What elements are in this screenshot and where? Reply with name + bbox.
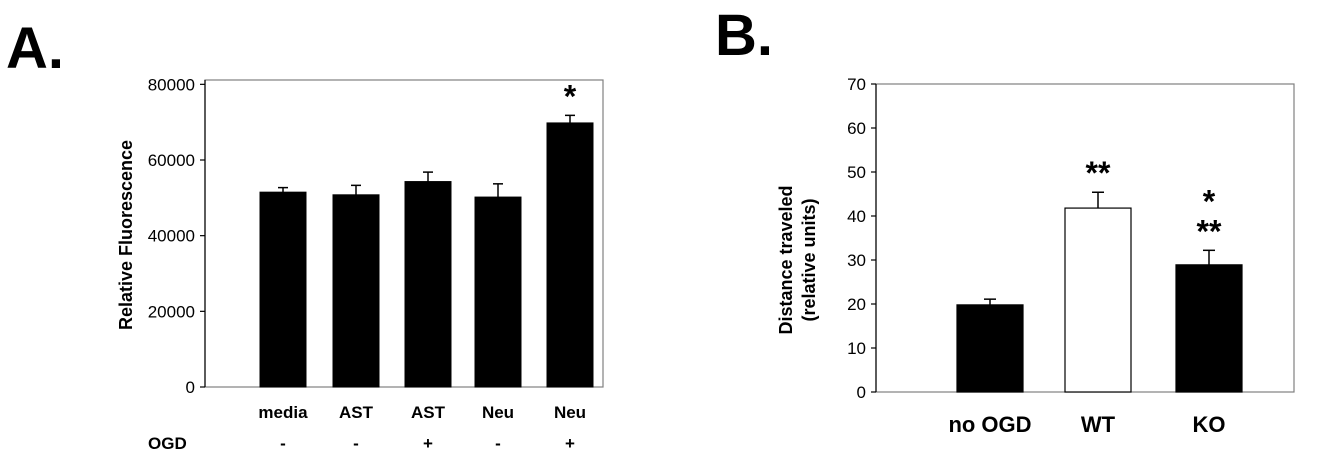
panel-b-y-tick-label: 40 <box>847 207 866 226</box>
panel-a-category-label: Neu <box>554 403 586 422</box>
panel-b-y-axis-label-line2: (relative units) <box>799 198 819 321</box>
panel-a-y-tick-label: 80000 <box>148 75 195 94</box>
panel-a-letter: A. <box>6 16 64 81</box>
panel-a-bar <box>546 122 594 388</box>
panel-a-bar <box>404 181 452 388</box>
panel-b-y-tick-label: 70 <box>847 75 866 94</box>
panel-a-category-label: AST <box>411 403 446 422</box>
panel-b-category-label: no OGD <box>948 412 1031 437</box>
panel-a-bar <box>474 196 522 388</box>
panel-b-y-axis-label-line1: Distance traveled <box>776 185 796 334</box>
panel-a-chart: 0 20000 40000 60000 80000 media - AST - AST + Neu - N… <box>148 75 594 453</box>
panel-a-ogd-value: - <box>495 434 501 453</box>
panel-a-ogd-value: + <box>423 434 433 453</box>
panel-a-y-tick-label: 0 <box>186 378 195 397</box>
panel-a-category-label: AST <box>339 403 374 422</box>
panel-a-ogd-value: + <box>565 434 575 453</box>
panel-a-bar <box>332 194 380 388</box>
panel-b-y-tick-label: 60 <box>847 119 866 138</box>
panel-b-letter: B. <box>715 3 773 68</box>
panel-a-ogd-value: - <box>280 434 286 453</box>
panel-a-ogd-value: - <box>353 434 359 453</box>
panel-a-y-tick-label: 40000 <box>148 227 195 246</box>
panel-b-y-tick-label: 30 <box>847 251 866 270</box>
panel-a-y-tick-label: 20000 <box>148 302 195 321</box>
panel-b-y-tick-label: 0 <box>857 383 866 402</box>
panel-b-y-tick-label: 20 <box>847 295 866 314</box>
panel-a-category-label: Neu <box>482 403 514 422</box>
panel-a-category-label: media <box>258 403 308 422</box>
panel-b-significance: ** <box>1197 213 1222 249</box>
panel-a-y-axis-label: Relative Fluorescence <box>116 140 136 330</box>
panel-a-ogd-row-label: OGD <box>148 434 187 453</box>
panel-b-bar <box>1175 264 1243 393</box>
panel-a-significance: * <box>564 78 577 114</box>
panel-b-significance: ** <box>1086 155 1111 191</box>
panel-b-significance-top: * <box>1203 183 1216 219</box>
panel-b-bar <box>956 304 1024 393</box>
panel-b-category-label: WT <box>1081 412 1116 437</box>
panel-b-y-tick-label: 50 <box>847 163 866 182</box>
panel-a-y-tick-label: 60000 <box>148 151 195 170</box>
panel-a-bar <box>259 191 307 388</box>
panel-b-bar <box>1064 207 1132 393</box>
panel-b-y-tick-label: 10 <box>847 339 866 358</box>
panel-b-category-label: KO <box>1193 412 1226 437</box>
